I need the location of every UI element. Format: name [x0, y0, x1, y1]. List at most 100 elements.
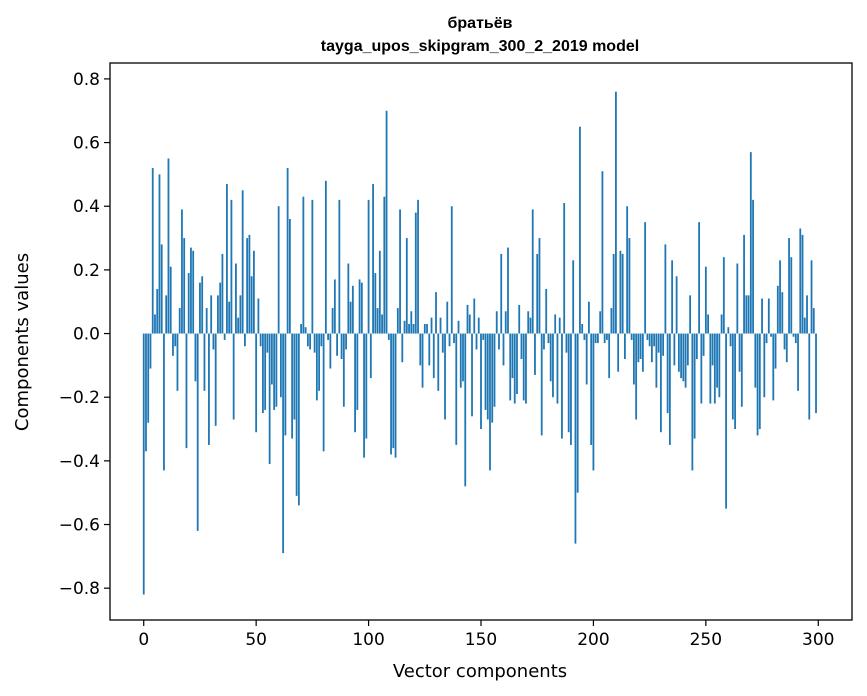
bar-71: [302, 196, 305, 334]
bar-57: [270, 333, 273, 385]
bar-208: [610, 308, 613, 334]
bar-192: [574, 333, 577, 544]
bar-54: [264, 333, 267, 410]
bar-103: [374, 273, 377, 334]
bar-16: [178, 308, 181, 334]
bar-126: [426, 323, 428, 334]
bar-281: [774, 333, 777, 369]
bar-271: [752, 199, 754, 334]
bar-129: [432, 333, 435, 379]
bar-127: [428, 333, 431, 366]
bar-78: [318, 333, 321, 391]
bar-80: [322, 333, 325, 452]
bar-88: [340, 333, 343, 359]
bar-230: [659, 333, 662, 433]
bar-79: [320, 333, 323, 347]
bar-255: [716, 333, 718, 388]
bar-83: [329, 333, 332, 369]
bar-90: [345, 333, 347, 350]
bar-92: [349, 301, 352, 334]
bar-14: [174, 333, 177, 347]
bar-241: [684, 333, 687, 388]
bar-146: [471, 333, 473, 417]
bar-65: [288, 218, 291, 334]
bar-225: [648, 333, 651, 347]
y-tick-label: 0.8: [73, 70, 100, 90]
bar-287: [788, 238, 790, 334]
bar-124: [421, 333, 424, 388]
bar-42: [237, 317, 240, 334]
bar-279: [770, 333, 772, 337]
bar-24: [196, 333, 199, 531]
bar-150: [480, 333, 482, 430]
bar-82: [327, 333, 329, 340]
bar-134: [444, 333, 446, 420]
bar-154: [489, 333, 491, 471]
plot-frame: [109, 62, 853, 621]
bar-283: [779, 260, 781, 334]
x-tick-label: 250: [690, 630, 722, 650]
bar-147: [473, 298, 476, 334]
bar-243: [689, 295, 692, 334]
bar-87: [338, 199, 341, 334]
bar-293: [801, 234, 804, 334]
bar-262: [731, 333, 734, 420]
bar-102: [372, 183, 374, 334]
bar-236: [673, 333, 676, 366]
bar-81: [324, 180, 327, 334]
bar-166: [516, 333, 518, 395]
bar-265: [738, 333, 741, 372]
bar-33: [217, 295, 219, 334]
bar-164: [511, 333, 514, 379]
bar-59: [275, 333, 278, 407]
bar-100: [367, 199, 370, 334]
bar-174: [534, 333, 536, 375]
bar-4: [151, 168, 154, 334]
bar-95: [356, 333, 359, 410]
bar-224: [646, 333, 649, 340]
bar-23: [194, 333, 197, 382]
bar-0: [142, 333, 145, 595]
bar-142: [462, 333, 464, 382]
bar-226: [650, 333, 653, 363]
bar-98: [363, 333, 365, 458]
bar-22: [192, 250, 195, 334]
bar-43: [239, 295, 242, 334]
bar-171: [527, 311, 530, 334]
bar-220: [637, 333, 640, 363]
bar-222: [641, 333, 644, 372]
bar-39: [230, 199, 233, 334]
bar-280: [772, 333, 775, 401]
bar-193: [576, 333, 579, 493]
bar-132: [439, 317, 442, 334]
bar-7: [158, 174, 161, 334]
x-tick-label: 50: [245, 630, 267, 650]
bar-120: [412, 323, 415, 334]
bar-204: [601, 171, 604, 334]
bar-55: [266, 333, 269, 353]
bar-97: [360, 282, 363, 334]
bar-158: [498, 333, 500, 350]
bar-60: [277, 206, 280, 334]
bar-52: [259, 333, 262, 347]
y-tick-label: −0.2: [59, 388, 100, 408]
bar-212: [619, 250, 622, 334]
bar-36: [223, 333, 226, 340]
bar-138: [453, 333, 455, 344]
bar-290: [794, 333, 797, 344]
bar-157: [495, 311, 498, 334]
bar-63: [284, 333, 287, 436]
bar-163: [509, 333, 512, 401]
bar-231: [662, 333, 665, 356]
bar-19: [185, 333, 188, 449]
bar-2: [147, 333, 150, 423]
bar-12: [169, 266, 172, 334]
y-tick-label: 0.0: [73, 325, 100, 345]
bar-73: [306, 333, 309, 347]
bar-140: [457, 320, 460, 334]
bar-206: [606, 333, 608, 340]
bar-254: [713, 333, 716, 404]
bar-112: [394, 333, 397, 458]
bar-141: [459, 333, 462, 388]
bar-136: [448, 333, 451, 347]
